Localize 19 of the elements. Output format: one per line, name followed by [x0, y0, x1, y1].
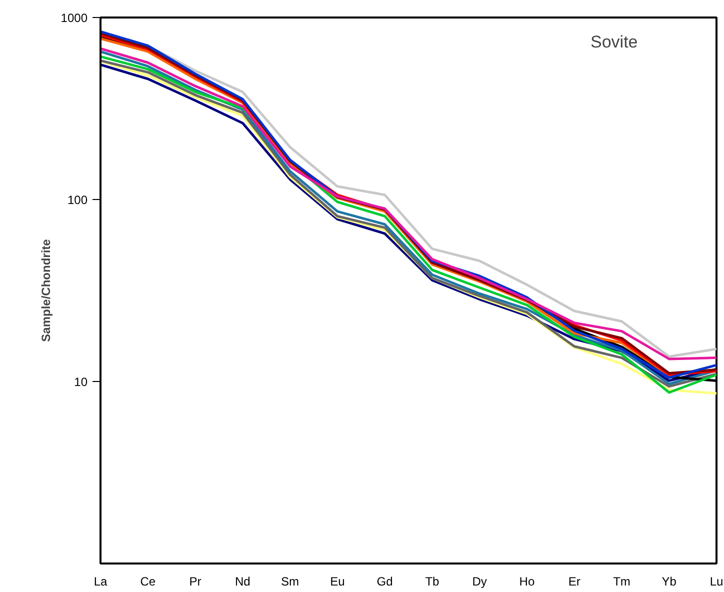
x-tick-label: Ho	[519, 574, 535, 588]
y-tick-label: 10	[74, 375, 88, 389]
x-tick-label: Lu	[710, 574, 724, 588]
y-tick-label: 100	[67, 193, 88, 207]
y-axis-title: Sample/Chondrite	[38, 238, 53, 342]
annotation: Sovite	[590, 32, 638, 52]
x-tick-label: Eu	[330, 574, 345, 588]
y-tick-label: 1000	[60, 11, 88, 25]
x-tick-label: Ce	[140, 574, 156, 588]
x-tick-label: Dy	[472, 574, 487, 588]
x-tick-label: Tb	[425, 574, 440, 588]
x-tick-label: Pr	[189, 574, 202, 588]
x-tick-label: La	[94, 574, 108, 588]
x-tick-label: Nd	[234, 574, 250, 588]
x-tick-label: Yb	[662, 574, 677, 588]
x-tick-label: Sm	[281, 574, 300, 588]
x-tick-label: Er	[568, 574, 580, 588]
x-tick-label: Gd	[376, 574, 393, 588]
x-tick-label: Tm	[613, 574, 630, 588]
